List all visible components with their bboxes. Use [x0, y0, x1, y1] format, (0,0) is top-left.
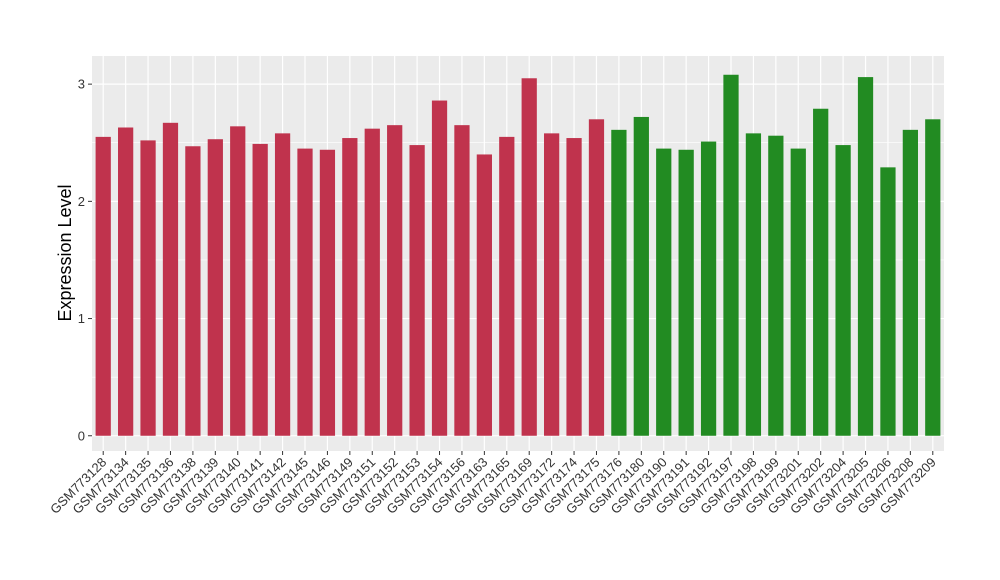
bar	[409, 145, 425, 436]
bar	[431, 100, 448, 436]
bar	[162, 122, 179, 436]
bar	[745, 133, 762, 436]
bar	[835, 145, 851, 436]
y-tick-label: 1	[78, 311, 85, 326]
bar	[790, 148, 806, 436]
bar	[880, 167, 896, 436]
bar	[633, 116, 649, 436]
bar	[813, 108, 829, 436]
y-axis: 0 1 2 3	[78, 77, 92, 443]
bar	[476, 154, 492, 436]
bar	[768, 135, 784, 436]
bar	[95, 136, 111, 436]
y-tick-label: 3	[78, 77, 85, 92]
bar	[566, 138, 582, 436]
bar	[274, 133, 291, 436]
y-axis-title: Expression Level	[55, 184, 75, 321]
bar	[387, 125, 403, 436]
bar	[297, 148, 313, 436]
y-tick-label: 2	[78, 194, 85, 209]
bar	[140, 140, 156, 436]
bar	[925, 119, 941, 436]
bar	[185, 146, 201, 436]
bar	[656, 148, 672, 436]
y-tick-label: 0	[78, 428, 85, 443]
bar	[252, 143, 268, 436]
bar	[319, 149, 336, 436]
bar	[544, 133, 560, 436]
bar	[723, 74, 739, 436]
bar	[454, 125, 470, 436]
bar	[207, 139, 223, 436]
bar	[611, 129, 627, 436]
bar	[902, 129, 918, 436]
x-axis: GSM773128GSM773134GSM773135GSM773136GSM7…	[47, 451, 939, 517]
bar	[118, 127, 134, 436]
bar	[700, 141, 717, 436]
bar	[857, 77, 874, 436]
bar	[678, 149, 694, 436]
bar	[230, 126, 246, 436]
bar	[364, 128, 380, 436]
bar	[342, 138, 358, 436]
bars	[95, 74, 941, 436]
bar	[588, 119, 605, 436]
bar	[521, 78, 537, 436]
bar	[499, 136, 515, 436]
